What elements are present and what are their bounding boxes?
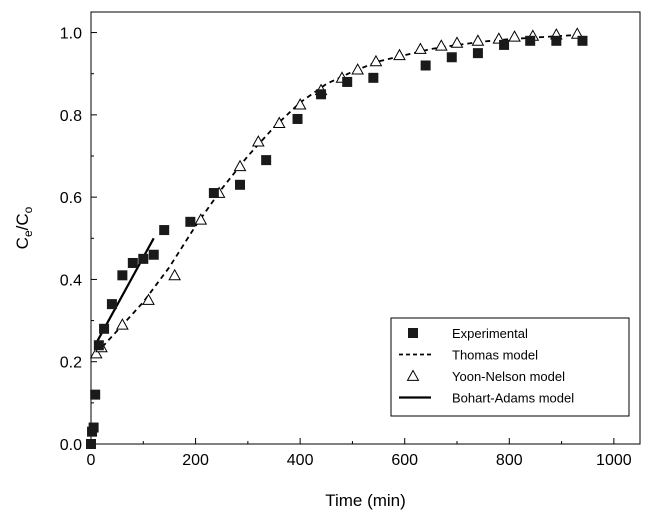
y-tick-label: 0.6 (60, 190, 82, 207)
experimental-point (99, 323, 110, 334)
experimental-point (117, 270, 128, 281)
yoon-nelson-point (194, 213, 208, 225)
yoon-nelson-point (508, 30, 521, 42)
experimental-point (499, 39, 510, 50)
x-tick-label: 200 (182, 452, 209, 469)
experimental-point (235, 179, 246, 190)
x-tick-label: 400 (287, 452, 314, 469)
plot-frame (90, 11, 641, 445)
experimental-point (88, 422, 99, 433)
yoon-nelson-point (369, 54, 383, 67)
experimental-point (525, 35, 536, 46)
plot-area (90, 11, 641, 445)
legend-label-0: Experimental (452, 326, 528, 341)
series-filled-square (86, 35, 588, 449)
yoon-nelson-point (293, 98, 307, 110)
yoon-nelson-point (471, 34, 485, 46)
y-axis-title-slash: /C (13, 213, 32, 230)
legend-marker-0 (408, 328, 418, 338)
legend-marker-2 (406, 369, 420, 381)
series-open-triangle (89, 27, 584, 359)
legend-label-1: Thomas model (452, 348, 538, 363)
experimental-point (292, 113, 303, 124)
x-tick-label: 800 (496, 452, 523, 469)
yoon-nelson-point (272, 116, 286, 128)
experimental-point (472, 48, 483, 59)
y-axis-title-base: C (13, 237, 32, 249)
experimental-point (551, 35, 562, 46)
experimental-point (148, 249, 159, 260)
experimental-point (127, 257, 138, 268)
yoon-nelson-point (233, 159, 247, 172)
experimental-point (159, 225, 170, 236)
legend: Experimental Thomas model Yoon-Nelson mode… (390, 317, 630, 417)
experimental-point (138, 253, 149, 264)
experimental-point (446, 52, 457, 63)
yoon-nelson-point (570, 27, 584, 39)
experimental-point (208, 188, 219, 199)
yoon-nelson-point (414, 42, 427, 54)
x-axis-title: Time (min) (325, 491, 406, 510)
yoon-nelson-point (168, 268, 182, 281)
series-layer (86, 27, 588, 449)
experimental-point (577, 35, 588, 46)
yoon-nelson-point (142, 293, 155, 305)
experimental-point (420, 60, 431, 71)
x-tick-label: 1000 (596, 452, 632, 469)
yoon-nelson-point (116, 318, 129, 330)
x-tick-label: 600 (391, 452, 418, 469)
experimental-point (342, 76, 353, 87)
yoon-nelson-point (251, 135, 265, 147)
experimental-point (368, 72, 379, 83)
legend-label-2: Yoon-Nelson model (452, 369, 565, 384)
experimental-point (90, 389, 101, 400)
y-tick-label: 0.2 (60, 355, 82, 372)
experimental-point (261, 155, 272, 166)
yoon-nelson-point (89, 346, 103, 359)
yoon-nelson-point (434, 39, 448, 51)
y-tick-label: 1.0 (60, 26, 82, 43)
y-tick-label: 0.0 (60, 437, 82, 454)
experimental-point (93, 340, 104, 351)
x-tick-label: 0 (87, 452, 96, 469)
y-axis-title-sub1: e (21, 230, 35, 237)
experimental-point (316, 89, 327, 100)
y-axis-title-sub2: o (21, 206, 35, 213)
y-tick-label: 0.8 (60, 108, 82, 125)
experimental-point (106, 299, 117, 310)
experimental-point (86, 439, 96, 449)
legend-label-3: Bohart-Adams model (452, 391, 574, 406)
legend-box (390, 317, 630, 417)
yoon-nelson-point (450, 36, 464, 48)
experimental-point (185, 216, 196, 227)
y-axis-title: Ce/Co (13, 206, 35, 249)
y-tick-label: 0.4 (60, 272, 82, 289)
x-axis: 0 200 400 600 800 1000 (87, 438, 632, 469)
yoon-nelson-point (351, 63, 365, 75)
yoon-nelson-point (393, 48, 406, 61)
